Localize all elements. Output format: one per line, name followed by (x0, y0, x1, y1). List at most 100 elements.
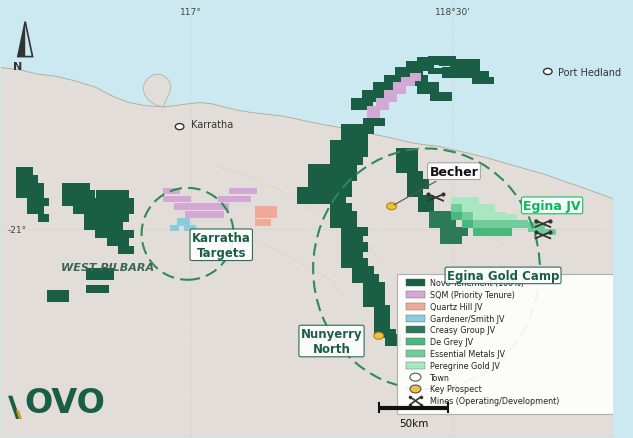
Bar (406, 362, 425, 369)
Bar (163, 197, 191, 203)
Text: OVO: OVO (24, 386, 105, 419)
Bar (196, 212, 223, 218)
Bar (341, 133, 368, 142)
Bar (440, 235, 462, 244)
Circle shape (410, 373, 421, 381)
Bar (406, 315, 425, 322)
Bar (406, 327, 425, 334)
Bar (473, 213, 506, 221)
Bar (107, 230, 134, 238)
Bar (462, 205, 495, 213)
Bar (318, 172, 357, 181)
Bar (107, 238, 128, 246)
Bar (451, 227, 468, 237)
Bar (473, 227, 495, 237)
Bar (352, 266, 374, 276)
Bar (440, 227, 462, 237)
Polygon shape (1, 68, 613, 437)
Circle shape (387, 203, 396, 210)
Bar (341, 258, 368, 268)
Text: N: N (13, 62, 22, 72)
Bar (96, 223, 123, 230)
Bar (297, 196, 318, 205)
Bar (429, 57, 456, 64)
Bar (418, 204, 434, 213)
Bar (352, 274, 379, 284)
Bar (73, 207, 106, 215)
Bar (374, 314, 391, 323)
Bar (417, 83, 439, 95)
Bar (473, 219, 506, 229)
Bar (318, 180, 352, 189)
Bar (539, 230, 556, 236)
Bar (367, 107, 380, 119)
Polygon shape (18, 22, 25, 57)
Bar (384, 75, 412, 87)
Bar (16, 183, 44, 191)
Text: De Grey JV: De Grey JV (430, 338, 473, 346)
Bar (362, 91, 384, 103)
Bar (255, 206, 277, 218)
Bar (16, 167, 32, 175)
Bar (429, 69, 450, 75)
Bar (462, 219, 489, 229)
Bar (255, 220, 272, 226)
Bar (207, 204, 229, 210)
Bar (330, 211, 357, 221)
Text: Mines (Operating/Development): Mines (Operating/Development) (430, 396, 559, 405)
Bar (495, 229, 511, 237)
Text: Karratha: Karratha (191, 120, 233, 130)
Text: SQM (Priority Tenure): SQM (Priority Tenure) (430, 290, 515, 300)
Text: Essential Metals JV: Essential Metals JV (430, 349, 505, 358)
Text: Peregrine Gold JV: Peregrine Gold JV (430, 361, 499, 370)
Bar (406, 279, 425, 286)
Bar (429, 219, 456, 229)
Bar (330, 141, 368, 150)
Bar (308, 164, 330, 173)
Bar (163, 189, 180, 195)
Text: Novo Tenement (100%): Novo Tenement (100%) (430, 279, 523, 288)
Bar (96, 199, 134, 207)
Bar (229, 197, 251, 203)
Bar (484, 221, 517, 229)
Text: Creasy Group JV: Creasy Group JV (430, 326, 494, 335)
Bar (177, 219, 191, 226)
Bar (453, 60, 480, 71)
Bar (472, 78, 494, 85)
Bar (384, 91, 398, 103)
Bar (341, 125, 368, 134)
Bar (484, 215, 511, 221)
Bar (174, 204, 207, 210)
Bar (450, 65, 472, 71)
Bar (395, 67, 423, 79)
Bar (341, 235, 363, 244)
Text: Egina JV: Egina JV (523, 199, 581, 212)
Bar (407, 188, 423, 197)
Bar (330, 148, 368, 158)
Bar (27, 175, 38, 183)
Circle shape (544, 69, 552, 75)
Bar (407, 172, 423, 181)
Bar (484, 229, 506, 237)
Text: Quartz Hill JV: Quartz Hill JV (430, 302, 482, 311)
Bar (87, 268, 114, 280)
Bar (385, 335, 401, 346)
Bar (506, 221, 528, 229)
Text: Key Prospect: Key Prospect (430, 385, 481, 394)
Bar (16, 175, 32, 183)
FancyBboxPatch shape (397, 275, 615, 414)
Bar (363, 119, 385, 127)
Bar (62, 183, 89, 191)
Bar (374, 329, 396, 339)
Polygon shape (16, 410, 22, 419)
Bar (373, 83, 401, 95)
Circle shape (175, 124, 184, 131)
Text: 50km: 50km (399, 419, 429, 428)
Bar (341, 243, 368, 252)
Bar (363, 298, 385, 307)
Bar (461, 71, 489, 79)
Bar (517, 223, 539, 229)
Bar (96, 215, 128, 223)
Bar (87, 286, 108, 293)
Text: 117°: 117° (180, 8, 201, 18)
